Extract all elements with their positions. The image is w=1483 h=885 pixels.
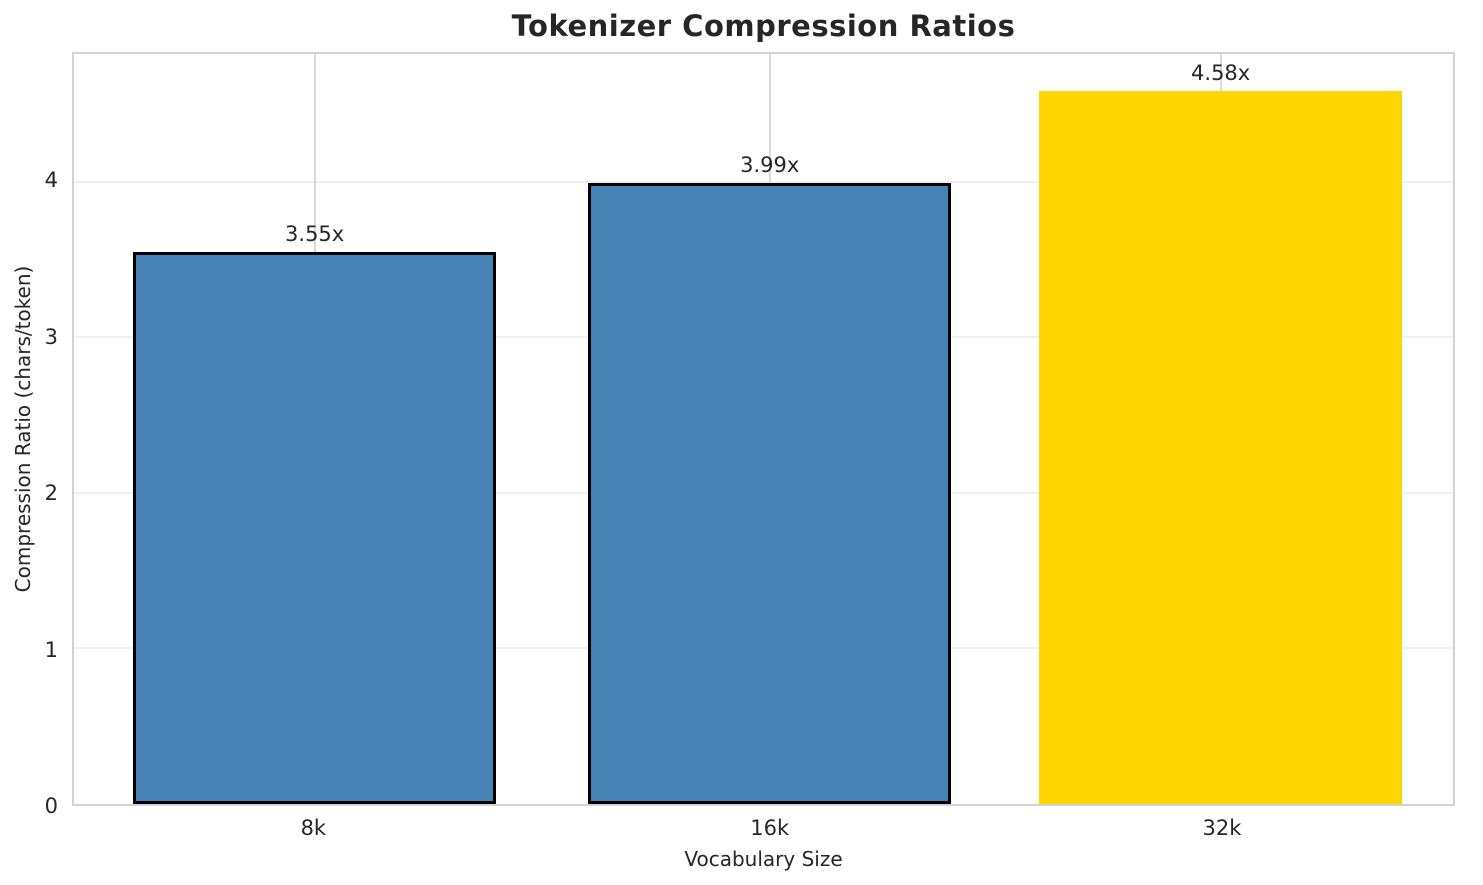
horizontal-gridline [74, 180, 1453, 183]
x-tick-label: 8k [300, 816, 327, 840]
x-axis-ticks: 8k 16k 32k [72, 816, 1455, 846]
y-tick-label: 0 [44, 794, 58, 818]
bar-32k [1039, 91, 1402, 804]
chart-title: Tokenizer Compression Ratios [511, 9, 1016, 43]
y-tick-label: 3 [44, 324, 58, 349]
bar-8k [133, 251, 496, 804]
bar-value-label: 4.58x [1191, 61, 1251, 86]
y-axis-ticks: 0 1 2 3 4 [0, 52, 58, 818]
x-tick-label: 32k [1202, 816, 1242, 840]
x-axis-label: Vocabulary Size [684, 847, 843, 871]
y-tick-label: 1 [44, 637, 58, 662]
y-tick-label: 4 [44, 168, 58, 193]
bar-value-label: 3.55x [285, 221, 345, 246]
bar-value-label: 3.99x [740, 153, 800, 178]
bar-16k [588, 183, 952, 804]
x-tick-label: 16k [750, 816, 790, 840]
plot-area: 3.55x 3.99x 4.58x [72, 52, 1455, 806]
y-tick-label: 2 [44, 481, 58, 506]
